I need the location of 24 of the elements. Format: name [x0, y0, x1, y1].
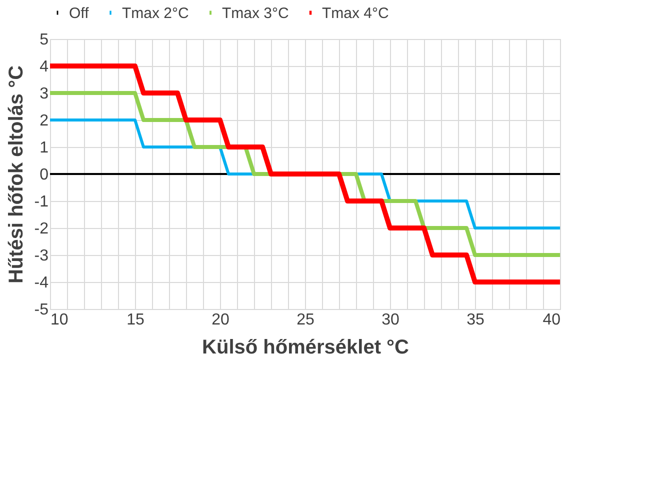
legend-label: Off — [69, 4, 90, 22]
y-tick-label: 4 — [40, 58, 49, 76]
x-tick-label: 15 — [126, 312, 144, 328]
legend-label: Tmax 2°C — [122, 4, 190, 22]
y-tick-label: 5 — [40, 32, 49, 48]
x-tick-label: 25 — [296, 312, 314, 328]
y-tick-label: 2 — [40, 112, 49, 130]
x-tick-label: 20 — [212, 312, 230, 328]
y-tick-label: 0 — [40, 166, 49, 184]
y-tick-label: -2 — [34, 220, 49, 238]
legend-label: Tmax 3°C — [222, 4, 290, 22]
legend-label: Tmax 4°C — [322, 4, 390, 22]
x-tick-label: 40 — [542, 312, 561, 328]
y-tick-label: -5 — [34, 302, 49, 318]
y-axis-title: Hűtési hőfok eltolás °C — [5, 65, 28, 284]
y-tick-label: -4 — [34, 274, 49, 292]
y-tick-label: -1 — [34, 194, 49, 210]
x-tick-label: 10 — [50, 312, 68, 328]
y-tick-label: 1 — [40, 140, 49, 156]
x-tick-label: 35 — [466, 312, 484, 328]
y-tick-label: 3 — [40, 86, 49, 102]
y-tick-label: -3 — [34, 248, 49, 264]
x-tick-label: 30 — [382, 312, 400, 328]
x-axis-title: Külső hőmérséklet °C — [202, 336, 409, 358]
